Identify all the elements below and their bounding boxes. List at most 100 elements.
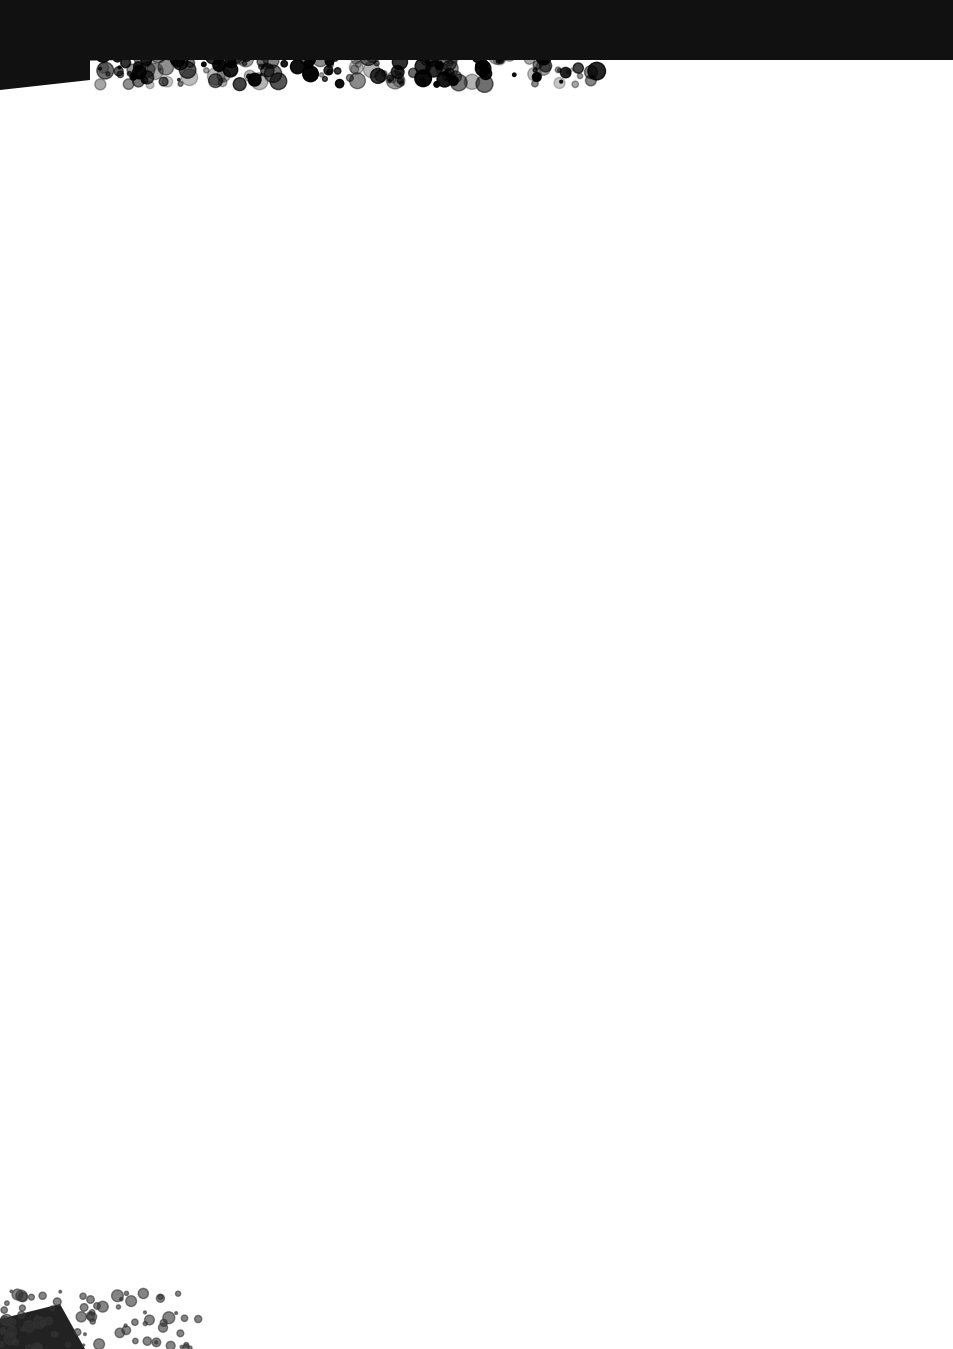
Circle shape [131,12,132,13]
Circle shape [1,1307,8,1314]
Circle shape [476,40,482,46]
Circle shape [12,1290,23,1300]
Circle shape [576,45,584,53]
Circle shape [112,1290,123,1302]
Circle shape [16,1290,27,1302]
Circle shape [530,16,545,32]
Circle shape [148,51,155,61]
Circle shape [358,19,375,35]
Circle shape [87,1296,94,1303]
Circle shape [88,1313,96,1321]
Circle shape [218,42,224,47]
Text: 8: 8 [209,635,216,649]
Circle shape [145,0,152,4]
Circle shape [558,23,572,38]
Circle shape [314,4,318,8]
Circle shape [577,36,586,46]
Circle shape [584,66,597,78]
Circle shape [481,38,491,47]
FancyBboxPatch shape [199,952,211,970]
Text: 2: 2 [54,433,95,488]
Circle shape [202,39,213,49]
Circle shape [115,43,128,55]
Circle shape [263,20,273,30]
Circle shape [278,4,293,18]
Circle shape [141,77,148,84]
FancyBboxPatch shape [227,337,240,347]
Circle shape [438,51,441,54]
Circle shape [65,1342,71,1348]
Circle shape [391,66,404,78]
Circle shape [170,1,179,11]
Circle shape [396,26,411,39]
Circle shape [516,8,528,20]
Circle shape [557,69,560,73]
Circle shape [363,62,379,78]
Circle shape [381,70,387,76]
Circle shape [327,36,337,47]
Circle shape [157,59,173,76]
Text: ABC: ABC [208,573,218,579]
Circle shape [4,1333,16,1345]
Text: PROGRAM: PROGRAM [190,881,260,894]
Circle shape [508,8,514,15]
Text: Enter the desired passcode of 4 digits using the dial: Enter the desired passcode of 4 digits u… [355,567,716,581]
Circle shape [475,61,490,76]
Circle shape [436,63,448,76]
Circle shape [365,30,374,38]
Circle shape [172,55,188,70]
Circle shape [391,9,399,18]
Circle shape [576,57,578,59]
Circle shape [580,30,587,36]
Circle shape [76,1311,87,1322]
Circle shape [126,1296,136,1306]
Circle shape [369,31,386,49]
Circle shape [442,70,453,81]
Circle shape [375,70,386,82]
Text: 4-9: 4-9 [465,1321,488,1336]
Circle shape [555,67,560,73]
Circle shape [394,53,399,59]
Circle shape [267,32,281,46]
FancyBboxPatch shape [125,554,325,700]
Circle shape [346,74,353,81]
Circle shape [522,0,533,8]
Circle shape [99,31,108,40]
Circle shape [337,40,350,54]
Circle shape [12,1340,18,1345]
Circle shape [53,1298,61,1306]
FancyBboxPatch shape [188,452,262,478]
FancyBboxPatch shape [139,656,185,680]
Circle shape [557,34,568,46]
Circle shape [583,40,594,51]
Text: PRS: PRS [156,631,167,637]
Circle shape [497,57,502,62]
Circle shape [174,3,177,5]
Text: 2: 2 [218,486,232,505]
Circle shape [134,39,150,54]
Circle shape [562,34,564,36]
Circle shape [231,23,240,32]
Circle shape [432,38,436,42]
Circle shape [90,1319,95,1325]
Circle shape [356,5,362,11]
Circle shape [415,70,431,86]
Circle shape [407,24,414,31]
Circle shape [363,31,379,47]
FancyBboxPatch shape [125,240,325,384]
Circle shape [440,54,456,70]
Circle shape [159,16,169,26]
Circle shape [205,45,211,51]
Circle shape [154,16,157,20]
Circle shape [122,3,133,13]
Text: and the other Panasonic compatible machine(s).: and the other Panasonic compatible machi… [98,166,402,179]
Circle shape [335,80,343,88]
Circle shape [178,81,183,86]
Circle shape [74,1329,81,1336]
FancyBboxPatch shape [241,656,287,680]
Circle shape [122,28,130,36]
Circle shape [320,11,328,18]
Circle shape [155,18,170,31]
Circle shape [368,47,378,58]
FancyBboxPatch shape [207,944,243,982]
